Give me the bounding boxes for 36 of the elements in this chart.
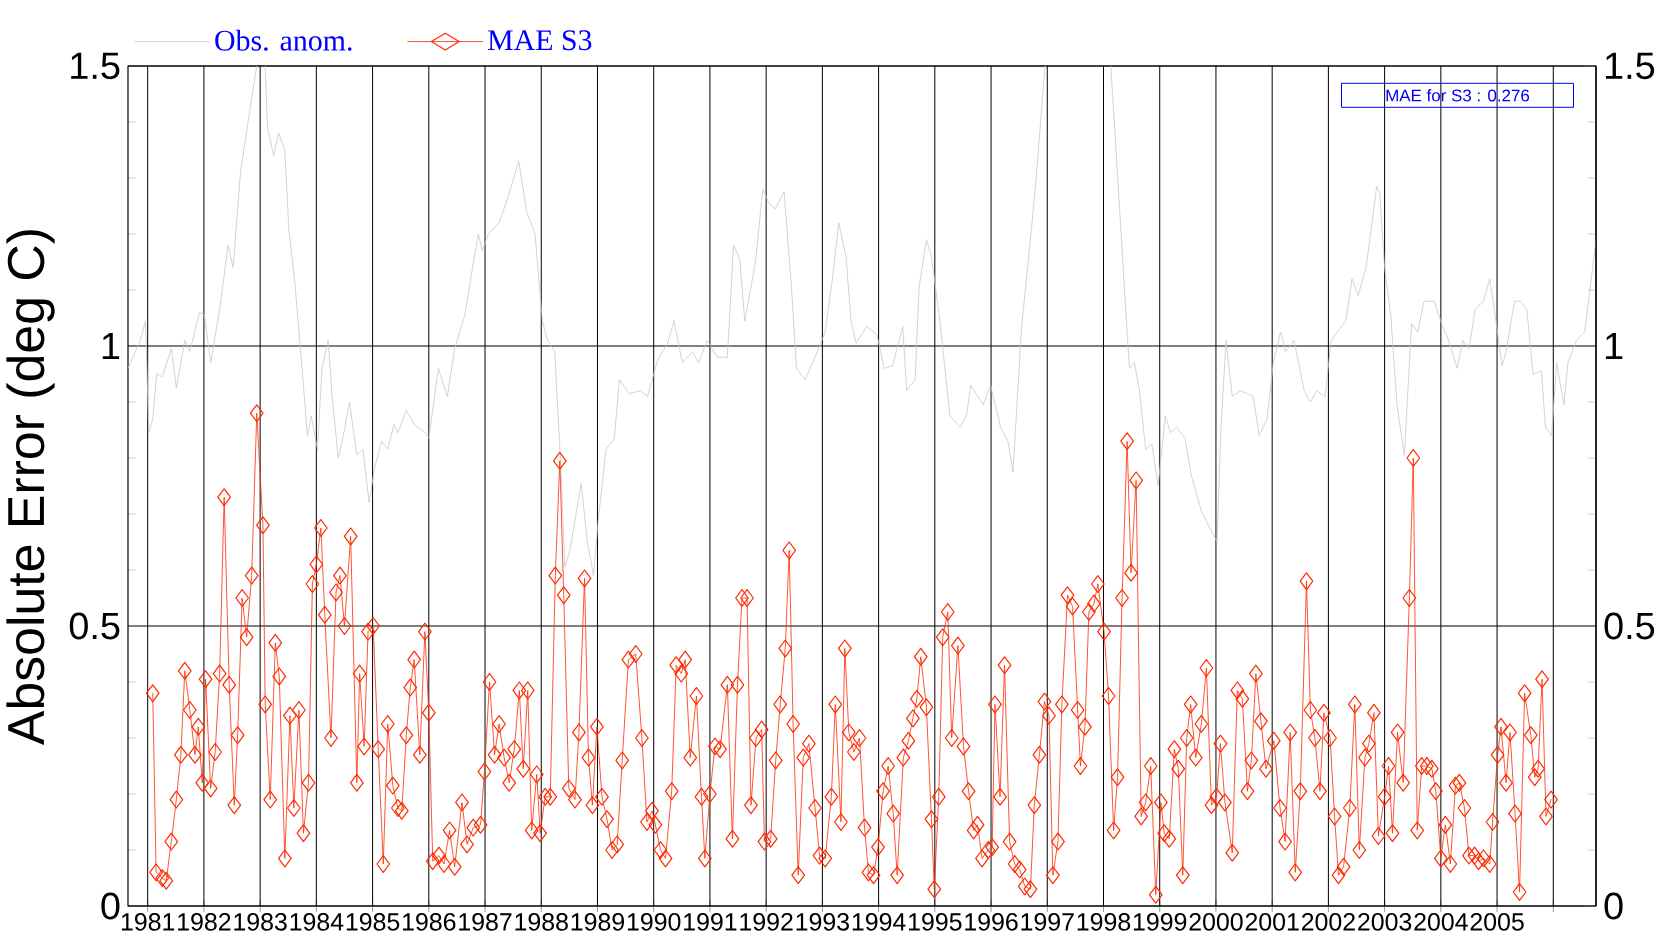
x-tick-label: 1989 xyxy=(571,913,624,931)
x-tick-label: 1982 xyxy=(178,913,231,931)
x-tick-label: 2004 xyxy=(1414,913,1468,931)
x-tick-label: 1981 xyxy=(121,913,175,931)
x-tick-label: 1992 xyxy=(740,913,793,931)
y-tick-label: 0.5 xyxy=(69,612,120,640)
x-tick-label: 2000 xyxy=(1189,913,1243,931)
x-tick-label: 2002 xyxy=(1301,913,1355,931)
x-tick-label: 1996 xyxy=(965,913,1018,931)
y2-tick-label: 1 xyxy=(1605,332,1623,360)
x-tick-label: 1995 xyxy=(909,913,962,931)
x-tick-label: 2003 xyxy=(1358,913,1412,931)
x-tick-label: 1987 xyxy=(459,913,512,931)
y2-tick-label: 1.5 xyxy=(1605,52,1655,80)
x-tick-label: 1998 xyxy=(1077,913,1131,931)
x-tick-label: 2001 xyxy=(1245,913,1299,931)
y-tick-label: 1 xyxy=(102,332,120,360)
y-tick-label: 0 xyxy=(101,892,120,920)
x-tick-label: 2005 xyxy=(1470,913,1524,931)
x-tick-label: 1990 xyxy=(627,913,681,931)
x-tick-label: 1997 xyxy=(1021,913,1074,931)
x-tick-label: 1999 xyxy=(1133,913,1187,931)
x-tick-label: 1983 xyxy=(234,913,287,931)
x-tick-label: 1985 xyxy=(346,913,400,931)
y-axis-title: Absolute Error (deg C) xyxy=(6,230,55,746)
y2-tick-label: 0 xyxy=(1604,892,1623,920)
legend-label: MAE S3 xyxy=(487,30,592,51)
x-tick-label: 1984 xyxy=(290,913,344,931)
x-tick-label: 1988 xyxy=(515,913,568,931)
x-tick-label: 1993 xyxy=(796,913,849,931)
legend-label: Obs. anom. xyxy=(215,29,352,51)
y-tick-label: 1.5 xyxy=(71,52,120,80)
x-tick-label: 1994 xyxy=(852,913,906,931)
x-tick-label: 1986 xyxy=(403,913,456,931)
y2-tick-label: 0.5 xyxy=(1604,612,1655,640)
x-tick-label: 1991 xyxy=(684,913,737,931)
